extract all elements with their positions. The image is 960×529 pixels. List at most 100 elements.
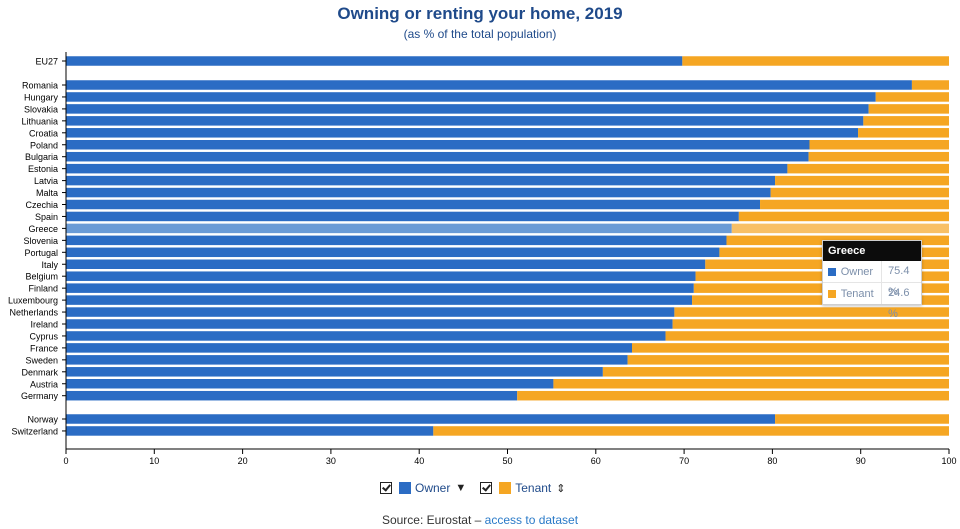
bar-tenant xyxy=(738,211,949,222)
category-label: Portugal xyxy=(24,248,58,258)
bar-tenant xyxy=(809,140,949,150)
category-label: Luxembourg xyxy=(8,296,58,306)
bar-owner xyxy=(66,379,554,389)
legend-label-tenant[interactable]: Tenant xyxy=(515,481,552,495)
source-note: Source: Eurostat – access to dataset xyxy=(0,513,960,527)
category-label: Norway xyxy=(27,415,58,425)
bar-tenant xyxy=(863,116,949,126)
bar-tenant xyxy=(632,343,949,353)
bar-owner xyxy=(66,128,859,138)
category-label: EU27 xyxy=(35,57,58,67)
legend-item-owner[interactable]: Owner ▼ xyxy=(380,481,466,495)
legend: Owner ▼ Tenant ⇕ xyxy=(380,478,579,498)
category-label: Switzerland xyxy=(11,426,58,436)
category-label: Germany xyxy=(21,391,59,401)
tooltip-row-value: 75.4 % xyxy=(881,261,921,298)
checkbox-icon[interactable] xyxy=(480,482,493,494)
category-label: Bulgaria xyxy=(25,152,58,162)
source-text: Source: Eurostat – xyxy=(381,513,485,527)
category-label: Finland xyxy=(28,284,58,294)
bar-owner xyxy=(66,283,694,293)
category-label: Malta xyxy=(36,188,58,198)
x-tick-label: 80 xyxy=(767,456,777,466)
bar-tenant xyxy=(858,128,949,138)
tooltip-row-owner: Owner 75.4 % xyxy=(823,261,921,298)
category-label: Slovenia xyxy=(23,236,58,246)
tooltip: Greece Owner 75.4 % Tenant 24.6 % xyxy=(822,240,922,320)
bar-owner xyxy=(66,199,761,210)
bar-owner xyxy=(66,355,628,365)
legend-item-tenant[interactable]: Tenant ⇕ xyxy=(480,481,565,495)
tenant-swatch-icon xyxy=(499,482,512,494)
bar-owner xyxy=(66,271,696,281)
bar-tenant xyxy=(433,426,949,436)
bar-tenant xyxy=(808,151,949,162)
tenant-swatch-icon xyxy=(828,289,836,298)
bar-tenant xyxy=(682,56,949,66)
x-tick-label: 10 xyxy=(149,456,159,466)
category-label: Slovakia xyxy=(24,104,58,114)
legend-label-owner[interactable]: Owner xyxy=(415,481,451,495)
bar-tenant xyxy=(672,319,949,329)
x-tick-label: 20 xyxy=(238,456,248,466)
x-tick-label: 40 xyxy=(414,456,424,466)
category-label: Poland xyxy=(30,140,58,150)
x-tick-label: 100 xyxy=(941,456,956,466)
bar-tenant xyxy=(693,283,949,293)
sort-down-icon[interactable]: ▼ xyxy=(455,482,467,494)
bar-owner xyxy=(66,235,727,246)
bar-owner xyxy=(66,92,876,102)
bar-owner xyxy=(66,56,683,66)
bar-owner xyxy=(66,151,809,162)
bar-owner xyxy=(66,104,869,114)
category-label: Lithuania xyxy=(21,116,58,126)
bar-tenant xyxy=(731,223,949,234)
bar-owner xyxy=(66,390,518,401)
bar-tenant xyxy=(875,92,949,102)
dataset-link[interactable]: access to dataset xyxy=(484,513,579,527)
bar-tenant xyxy=(517,390,949,401)
bar-tenant xyxy=(627,355,949,365)
bar-owner xyxy=(66,80,912,90)
category-label: Czechia xyxy=(25,200,58,210)
x-tick-label: 90 xyxy=(856,456,866,466)
owner-swatch-icon xyxy=(399,482,411,494)
category-label: Denmark xyxy=(21,367,58,377)
checkbox-icon[interactable] xyxy=(380,482,392,494)
bar-owner xyxy=(66,187,771,198)
category-label: Austria xyxy=(30,379,58,389)
category-label: Netherlands xyxy=(9,308,58,318)
bar-tenant xyxy=(602,367,949,377)
bar-tenant xyxy=(911,80,949,90)
bar-owner xyxy=(66,163,788,174)
owner-swatch-icon xyxy=(828,267,836,276)
bar-owner xyxy=(66,116,864,126)
bar-owner xyxy=(66,319,673,329)
x-tick-label: 60 xyxy=(591,456,601,466)
bar-owner xyxy=(66,426,434,436)
x-tick-label: 70 xyxy=(679,456,689,466)
bar-tenant xyxy=(692,295,949,305)
x-tick-label: 0 xyxy=(63,456,68,466)
bar-tenant xyxy=(770,187,949,198)
bar-owner xyxy=(66,307,675,317)
category-label: Ireland xyxy=(30,320,58,330)
bar-owner xyxy=(66,223,732,234)
category-label: Greece xyxy=(28,224,58,234)
sort-both-icon[interactable]: ⇕ xyxy=(556,482,566,495)
tooltip-row-label: Tenant xyxy=(840,287,874,300)
x-tick-label: 50 xyxy=(502,456,512,466)
tooltip-row-value: 24.6 % xyxy=(881,283,921,320)
bar-owner xyxy=(66,175,776,186)
bar-owner xyxy=(66,414,776,424)
category-label: Italy xyxy=(41,260,58,270)
tooltip-row-label: Owner xyxy=(840,265,874,278)
bar-owner xyxy=(66,295,693,305)
category-label: France xyxy=(30,343,58,353)
category-label: Romania xyxy=(22,81,58,91)
category-label: Hungary xyxy=(24,92,59,102)
category-label: Latvia xyxy=(34,176,58,186)
bar-owner xyxy=(66,211,739,222)
category-label: Spain xyxy=(35,212,58,222)
